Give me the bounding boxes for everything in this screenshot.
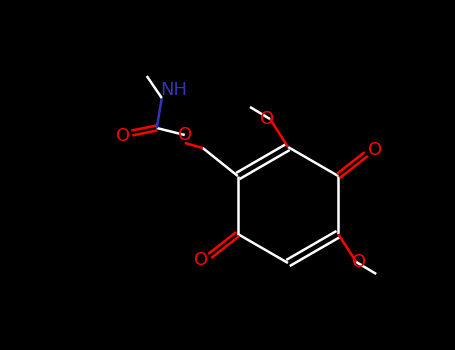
Text: O: O	[260, 110, 274, 128]
Text: O: O	[352, 253, 366, 271]
Text: NH: NH	[160, 81, 187, 99]
Text: O: O	[194, 251, 208, 269]
Text: O: O	[116, 127, 130, 145]
Text: O: O	[178, 126, 192, 144]
Text: O: O	[368, 141, 382, 159]
